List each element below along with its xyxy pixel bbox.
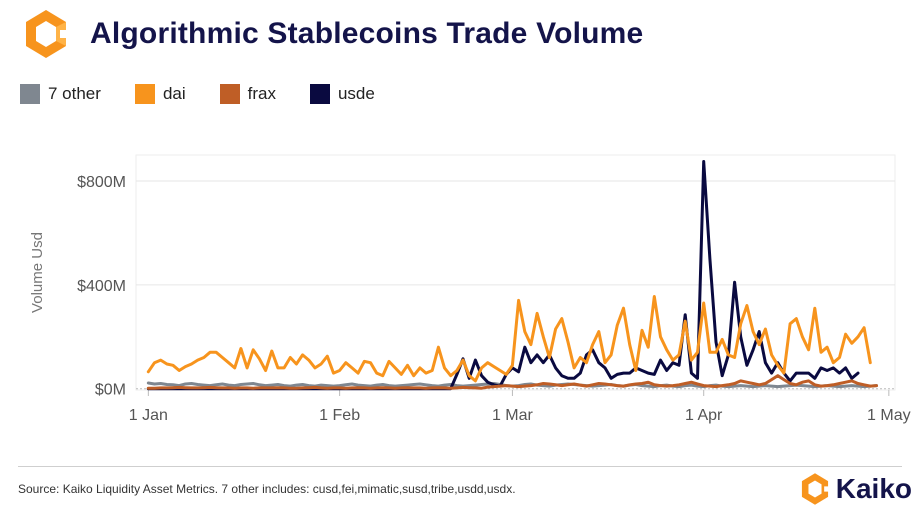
legend-label: frax xyxy=(247,84,276,103)
series-line-frax xyxy=(146,374,878,390)
kaiko-logo-icon xyxy=(26,10,72,58)
brand-name: Kaiko xyxy=(835,473,912,504)
x-tick-label: 1 May xyxy=(867,407,911,424)
legend-item-usde[interactable]: usde xyxy=(309,84,375,104)
y-tick-label: $400M xyxy=(77,278,126,295)
legend-swatch-frax xyxy=(219,84,240,104)
legend-item-dai[interactable]: dai xyxy=(134,84,186,104)
legend-label: 7 other xyxy=(48,84,101,103)
x-tick-label: 1 Jan xyxy=(129,407,168,424)
x-tick-label: 1 Apr xyxy=(685,407,723,424)
legend-swatch-usde xyxy=(309,84,330,104)
legend-item-7-other[interactable]: 7 other xyxy=(20,84,101,104)
x-tick-label: 1 Mar xyxy=(492,407,534,424)
source-note: Source: Kaiko Liquidity Asset Metrics. 7… xyxy=(18,482,516,496)
brand: Kaiko xyxy=(798,472,912,506)
legend-label: usde xyxy=(337,84,375,103)
y-tick-label: $0M xyxy=(95,382,126,399)
x-tick-label: 1 Feb xyxy=(319,407,360,424)
legend-swatch-7-other xyxy=(20,84,40,104)
legend-swatch-dai xyxy=(134,84,155,104)
footer-divider xyxy=(18,466,902,467)
chart-title: Algorithmic Stablecoins Trade Volume xyxy=(90,17,644,50)
plot-area xyxy=(135,154,896,391)
y-axis-label: Volume Usd xyxy=(29,232,46,313)
legend-label: dai xyxy=(162,84,186,103)
series-line-dai xyxy=(146,295,872,383)
legend: 7 other dai frax usde xyxy=(20,84,409,104)
kaiko-logo-icon xyxy=(801,473,832,505)
line-chart: $0M $400M $800M 1 Jan 1 Feb 1 Mar 1 Apr 1 May Vo… xyxy=(29,154,911,424)
legend-item-frax[interactable]: frax xyxy=(219,84,276,104)
y-tick-label: $800M xyxy=(77,174,126,191)
header: Algorithmic Stablecoins Trade Volume xyxy=(20,8,643,60)
